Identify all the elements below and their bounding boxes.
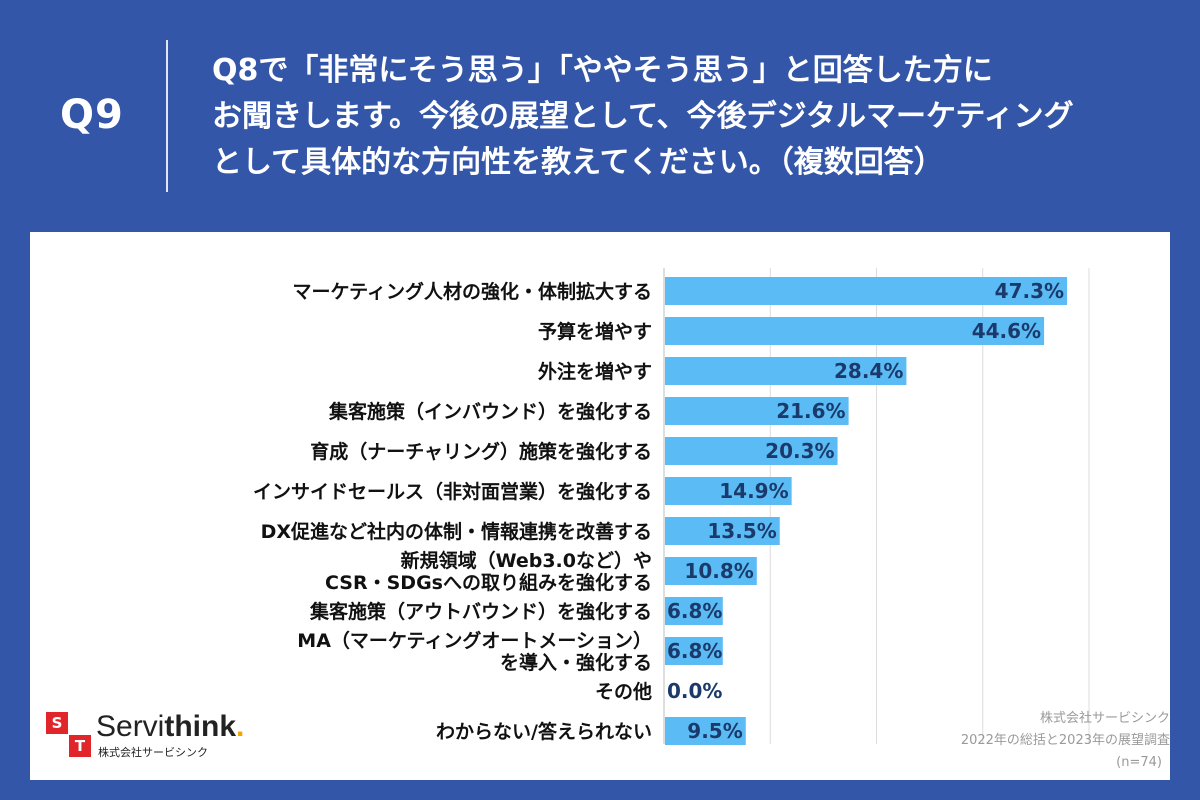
- category-label: その他: [595, 680, 652, 703]
- value-label: 14.9%: [719, 479, 788, 503]
- value-label: 20.3%: [765, 439, 834, 463]
- value-label: 6.8%: [667, 639, 722, 663]
- category-label: 集客施策（インバウンド）を強化する: [328, 400, 652, 423]
- bar: [665, 277, 1068, 305]
- category-label: マーケティング人材の強化・体制拡大する: [293, 280, 652, 303]
- category-label: を導入・強化する: [500, 651, 652, 674]
- header-divider: [166, 40, 168, 192]
- logo-subtitle: 株式会社サービシンク: [98, 746, 208, 759]
- category-label: わからない/答えられない: [436, 720, 652, 743]
- value-label: 28.4%: [834, 359, 903, 383]
- question-line: お聞きします。今後の展望として、今後デジタルマーケティング: [212, 99, 1074, 134]
- value-label: 13.5%: [707, 519, 776, 543]
- bar: [665, 717, 746, 745]
- chart-panel: 47.3% マーケティング人材の強化・体制拡大する 44.6% 予算を増やす 28.4%…: [30, 232, 1170, 780]
- category-label: インサイドセールス（非対面営業）を強化する: [253, 480, 652, 503]
- logo-name-dot: .: [236, 710, 245, 743]
- logo-name: Servithink.: [96, 710, 244, 744]
- logo-cell-t: T: [69, 735, 91, 757]
- source-sample-size: (n=74): [1116, 755, 1162, 770]
- value-label: 44.6%: [972, 319, 1041, 343]
- bar: [665, 637, 723, 665]
- category-label: 新規領域（Web3.0など）や: [401, 549, 652, 572]
- category-label: MA（マーケティングオートメーション）: [297, 629, 652, 652]
- bar: [665, 477, 792, 505]
- bar: [665, 437, 838, 465]
- value-label: 9.5%: [687, 719, 742, 743]
- value-label: 6.8%: [667, 599, 722, 623]
- logo-name-servi: Servi: [96, 710, 165, 743]
- bar: [665, 357, 907, 385]
- logo-cell-blank: [69, 712, 91, 734]
- bar: [665, 317, 1045, 345]
- value-label: 10.8%: [684, 559, 753, 583]
- question-line: Q8で「非常にそう思う」「ややそう思う」と回答した方に: [212, 53, 993, 88]
- value-label: 21.6%: [776, 399, 845, 423]
- question-line: として具体的な方向性を教えてください。（複数回答）: [212, 145, 944, 180]
- logo-name-think: think: [164, 710, 237, 743]
- source-company: 株式会社サービシンク: [1039, 711, 1170, 726]
- logo-cell-blank: [46, 735, 68, 757]
- bar: [665, 397, 849, 425]
- category-label: 外注を増やす: [538, 360, 652, 383]
- category-label: 集客施策（アウトバウンド）を強化する: [309, 600, 652, 623]
- bar: [665, 597, 723, 625]
- source-survey: 2022年の総括と2023年の展望調査: [960, 733, 1170, 748]
- servithink-logo: S T Servithink. 株式会社サービシンク: [38, 710, 278, 760]
- category-label: CSR・SDGsへの取り組みを強化する: [325, 571, 652, 594]
- source-note: 株式会社サービシンク 2022年の総括と2023年の展望調査 (n=74): [910, 708, 1170, 774]
- question-number: Q9: [60, 92, 124, 138]
- category-label: 予算を増やす: [538, 320, 652, 343]
- category-label: 育成（ナーチャリング）施策を強化する: [310, 440, 652, 463]
- logo-cell-s: S: [46, 712, 68, 734]
- bar: [665, 517, 780, 545]
- value-label: 0.0%: [667, 679, 722, 703]
- bar: [665, 557, 757, 585]
- value-label: 47.3%: [995, 279, 1064, 303]
- bar-chart: 47.3% マーケティング人材の強化・体制拡大する 44.6% 予算を増やす 28.4%…: [253, 268, 1090, 745]
- category-label: DX促進など社内の体制・情報連携を改善する: [261, 520, 652, 543]
- question-text: Q8で「非常にそう思う」「ややそう思う」と回答した方に お聞きします。今後の展望…: [212, 48, 1172, 186]
- header: Q9 Q8で「非常にそう思う」「ややそう思う」と回答した方に お聞きします。今後…: [0, 0, 1200, 232]
